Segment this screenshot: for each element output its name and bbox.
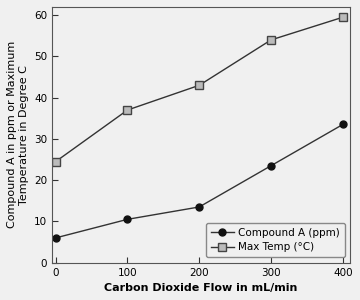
Compound A (ppm) — [341, 123, 345, 126]
Max Temp (°C) — [269, 38, 273, 42]
Line: Compound A (ppm): Compound A (ppm) — [52, 121, 346, 242]
X-axis label: Carbon Dioxide Flow in mL/min: Carbon Dioxide Flow in mL/min — [104, 283, 298, 293]
Max Temp (°C) — [125, 108, 130, 112]
Y-axis label: Compound A in ppm or Maximum
Temperature in Degree C: Compound A in ppm or Maximum Temperature… — [7, 41, 28, 228]
Legend: Compound A (ppm), Max Temp (°C): Compound A (ppm), Max Temp (°C) — [206, 223, 345, 257]
Compound A (ppm) — [269, 164, 273, 167]
Line: Max Temp (°C): Max Temp (°C) — [51, 13, 347, 166]
Compound A (ppm) — [197, 205, 201, 209]
Compound A (ppm) — [125, 218, 130, 221]
Max Temp (°C) — [54, 160, 58, 164]
Max Temp (°C) — [197, 83, 201, 87]
Compound A (ppm) — [54, 236, 58, 240]
Max Temp (°C) — [341, 16, 345, 19]
